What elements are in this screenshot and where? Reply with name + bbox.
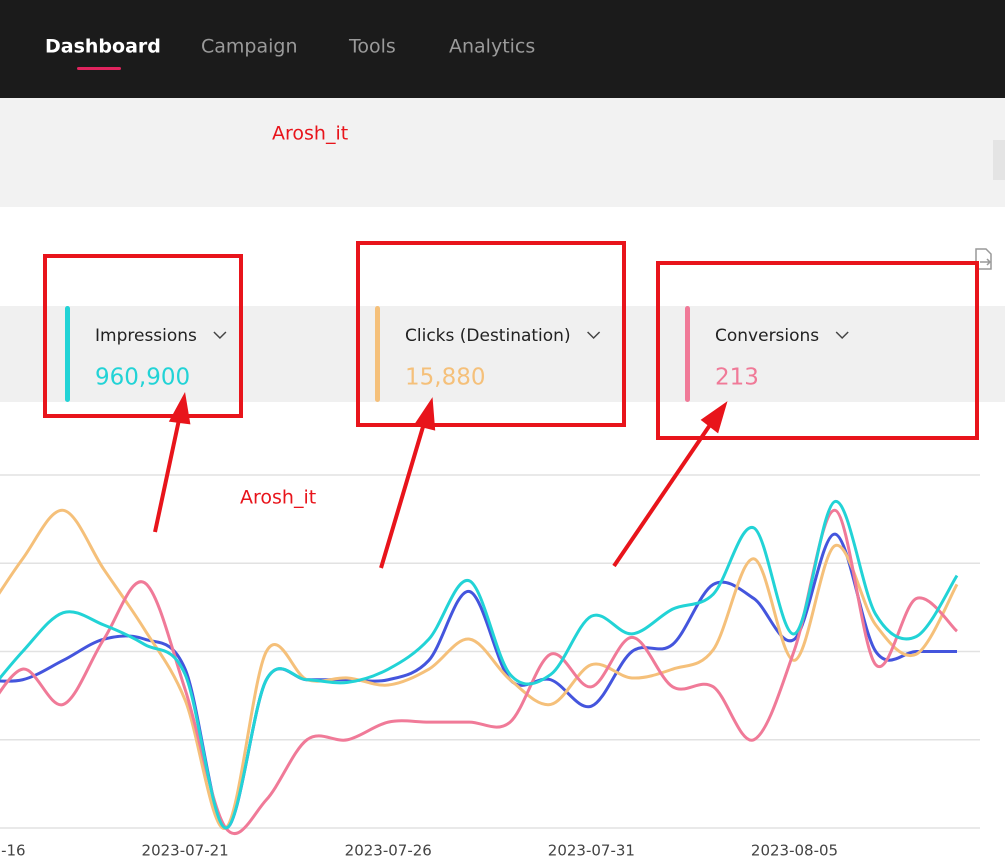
metric-total: 960,900 — [95, 365, 190, 391]
metric-accent — [65, 306, 70, 402]
metrics-band — [0, 306, 1005, 402]
scroll-tab — [993, 140, 1005, 180]
annotation-boxes — [43, 241, 979, 440]
nav-item[interactable]: Tools — [348, 36, 396, 58]
metric-name[interactable]: Conversions — [715, 326, 819, 346]
nav-item[interactable]: Campaign — [201, 36, 298, 58]
nav-item[interactable]: Analytics — [449, 36, 535, 58]
metric-accent — [685, 306, 690, 402]
x-tick-label: 2023-08-05 — [751, 842, 838, 860]
series-line — [0, 500, 959, 830]
series-line — [0, 508, 959, 835]
metric-dropdown[interactable] — [213, 331, 227, 340]
metric-dropdown[interactable] — [587, 331, 601, 340]
metric-dropdown[interactable] — [835, 331, 849, 340]
metric-total: 213 — [715, 365, 759, 391]
nav-item[interactable]: Dashboard — [45, 36, 161, 58]
x-tick-label: 2023-07-26 — [345, 842, 432, 860]
nav-bar — [0, 0, 1005, 98]
x-tick-label: 2023-07-21 — [142, 842, 229, 860]
metric-accent — [375, 306, 380, 402]
metric-total: 15,880 — [405, 365, 485, 391]
watermark: Arosh_it — [272, 123, 348, 145]
watermark: Arosh_it — [240, 487, 316, 509]
nav-underline — [77, 67, 121, 70]
header-band — [0, 98, 1005, 207]
series-line — [0, 508, 959, 830]
x-tick-label: 2023-07-31 — [548, 842, 635, 860]
metric-name[interactable]: Impressions — [95, 326, 197, 346]
annotation-arrows — [153, 391, 728, 569]
x-tick-label: 2023-07-16 — [0, 842, 26, 860]
metric-name[interactable]: Clicks (Destination) — [405, 326, 571, 346]
